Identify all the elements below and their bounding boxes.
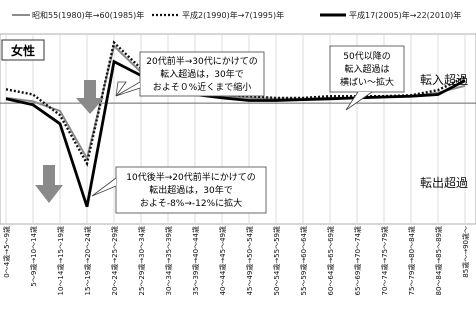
x-tick-label: 30〜34歳→35〜39歳 <box>164 226 173 296</box>
x-tick-label: 25〜29歳→30〜34歳 <box>137 226 146 296</box>
x-tick-label: 0〜4歳→5〜9歳 <box>2 226 11 278</box>
x-tick-label: 35〜39歳→40〜44歳 <box>191 226 200 296</box>
legend-label-2005: 平成17(2005)年→22(2010)年 <box>349 10 461 20</box>
x-tick-label: 20〜24歳→25〜29歳 <box>110 226 119 296</box>
x-tick-labels: 0〜4歳→5〜9歳 5〜9歳→10〜14歳 10〜14歳→15〜19歳 15〜19歳→… <box>2 226 470 296</box>
callout-3-line-2: 転出超過は，30年で <box>149 184 232 196</box>
plot-frame <box>0 33 476 225</box>
callout-upper-right: 50代以降の 転入超過は 横ばい〜拡大 <box>329 45 405 111</box>
legend-label-1980: 昭和55(1980)年→60(1985)年 <box>32 10 144 20</box>
x-tick-label: 45〜49歳→50〜54歳 <box>245 226 254 296</box>
panel-label: 女性 <box>11 43 35 58</box>
arrow-down-upper <box>76 80 104 114</box>
arrow-down-lower <box>35 165 63 203</box>
callout-upper-middle: 20代前半→30代にかけての 転入超過は，30年で およそ０%近くまで縮小 <box>115 51 265 97</box>
panel-label-box <box>1 39 45 61</box>
x-tick-label: 80〜84歳→85〜89歳 <box>434 226 443 296</box>
callout-3-line-1: 10代後半→20代前半にかけての <box>126 171 255 183</box>
callout-2-line-1: 50代以降の <box>343 50 390 62</box>
x-tick-label: 85歳〜→90歳〜 <box>461 226 470 278</box>
x-tick-label: 5〜9歳→10〜14歳 <box>29 226 38 287</box>
x-tick-label: 40〜44歳→45〜49歳 <box>218 226 227 296</box>
x-tick-label: 10〜14歳→15〜19歳 <box>56 226 65 296</box>
x-tick-label: 50〜54歳→55〜59歳 <box>272 226 281 296</box>
legend-label-1990: 平成2(1990)年→7(1995)年 <box>182 10 284 20</box>
callout-2-line-2: 転入超過は <box>344 63 389 75</box>
side-label-inflow: 転入超過 <box>420 72 468 87</box>
x-tick-label: 65〜69歳→70〜74歳 <box>353 226 362 296</box>
callout-3-line-3: およそ-8%→-12%に拡大 <box>140 197 242 209</box>
x-tick-label: 75〜79歳→80〜84歳 <box>407 226 416 296</box>
callout-2-line-3: 横ばい〜拡大 <box>340 76 394 88</box>
callout-lower-middle: 10代後半→20代前半にかけての 転出超過は，30年で およそ-8%→-12%に… <box>91 166 267 214</box>
x-tick-label: 15〜19歳→20〜24歳 <box>83 226 92 296</box>
legend: 昭和55(1980)年→60(1985)年 平成2(1990)年→7(1995)… <box>12 10 461 20</box>
x-tick-label: 60〜64歳→65〜69歳 <box>326 226 335 296</box>
callout-1-line-2: 転入超過は，30年で <box>160 68 243 80</box>
x-tick-label: 70〜74歳→75〜79歳 <box>380 226 389 296</box>
callout-1-line-3: およそ０%近くまで縮小 <box>153 81 252 93</box>
series-line-2005 <box>5 59 466 208</box>
x-tick-label: 55〜59歳→60〜64歳 <box>299 226 308 296</box>
callout-1-line-1: 20代前半→30代にかけての <box>146 55 257 67</box>
side-label-outflow: 転出超過 <box>420 175 468 190</box>
